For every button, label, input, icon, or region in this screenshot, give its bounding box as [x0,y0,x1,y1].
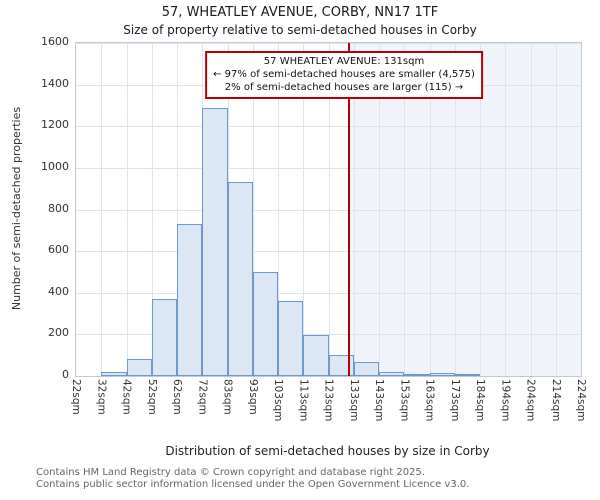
x-tick-label: 32sqm [95,379,108,415]
vertical-gridline [101,43,103,376]
histogram-bar [404,373,430,376]
annotation-smaller-line: ← 97% of semi-detached houses are smalle… [213,69,475,81]
y-tick-label: 1200 [41,118,69,132]
y-tick-label: 200 [48,326,69,340]
x-tick-label: 133sqm [347,379,360,422]
y-tick-label: 0 [62,368,69,381]
x-tick-label: 93sqm [246,379,259,415]
vertical-gridline [303,43,305,376]
property-size-marker-line [347,43,350,376]
x-tick-label: 52sqm [145,379,158,415]
chart-subtitle: Size of property relative to semi-detach… [123,23,477,37]
y-tick-label: 1600 [41,35,69,48]
x-tick-label: 143sqm [373,379,385,422]
histogram-bar [252,271,278,376]
y-tick-label: 1000 [41,159,69,173]
attribution-footer: Contains HM Land Registry data © Crown c… [36,467,469,490]
vertical-gridline [379,43,380,376]
x-tick-label: 103sqm [272,379,284,422]
vertical-gridline [328,43,330,376]
vertical-gridline [555,43,557,376]
x-tick-label: 163sqm [423,379,436,422]
vertical-gridline [177,43,178,376]
x-tick-label: 42sqm [120,379,133,415]
x-axis-label: Distribution of semi-detached houses by … [165,444,490,458]
x-tick-label: 173sqm [448,379,461,422]
x-tick-label: 83sqm [221,379,234,415]
vertical-gridline [429,43,431,376]
x-tick-label: 62sqm [171,379,183,415]
histogram-bar [177,224,203,376]
x-tick-label: 113sqm [297,379,310,422]
x-tick-label: 184sqm [474,379,486,422]
histogram-bar [429,372,455,376]
vertical-gridline [353,43,355,376]
y-tick-label: 400 [48,284,69,298]
histogram-bar [379,371,405,376]
histogram-bar [278,301,304,376]
vertical-gridline [530,43,532,376]
histogram-bar [328,355,354,376]
attribution-line2: Contains public sector information licen… [36,478,470,490]
vertical-gridline [505,43,507,376]
x-tick-label: 123sqm [322,379,335,422]
x-tick-label: 153sqm [398,379,411,422]
y-tick-label: 1400 [41,76,69,90]
chart-title: 57, WHEATLEY AVENUE, CORBY, NN17 1TF [161,5,439,20]
x-tick-label: 224sqm [575,379,587,422]
annotation-property-line: 57 WHEATLEY AVENUE: 131sqm [263,56,425,67]
x-tick-label: 194sqm [499,379,512,422]
histogram-bar [454,374,480,376]
vertical-gridline [480,43,481,376]
y-tick-label: 600 [48,243,69,257]
vertical-gridline [454,43,456,376]
annotation-box: 57 WHEATLEY AVENUE: 131sqm ← 97% of semi… [205,51,483,99]
y-tick-label: 800 [48,201,69,215]
histogram-bar [151,299,177,376]
histogram-bar [126,359,152,376]
vertical-gridline [151,43,153,376]
annotation-larger-line: 2% of semi-detached houses are larger (1… [224,82,464,94]
histogram-bar [101,371,127,376]
attribution-line1: Contains HM Land Registry data © Crown c… [36,467,425,478]
x-tick-label: 22sqm [70,379,82,415]
vertical-gridline [404,43,406,376]
plot-area: 57 WHEATLEY AVENUE: 131sqm ← 97% of semi… [75,42,582,377]
vertical-gridline [278,43,279,376]
histogram-bar [202,107,228,376]
y-axis-label: Number of semi-detached properties [10,106,23,311]
x-tick-label: 204sqm [524,379,537,422]
vertical-gridline [126,43,128,376]
vertical-gridline [252,43,254,376]
x-tick-label: 214sqm [549,379,562,422]
histogram-bar [353,362,379,376]
histogram-bar [227,182,253,376]
histogram-bar [303,335,329,376]
x-tick-label: 72sqm [196,379,209,415]
